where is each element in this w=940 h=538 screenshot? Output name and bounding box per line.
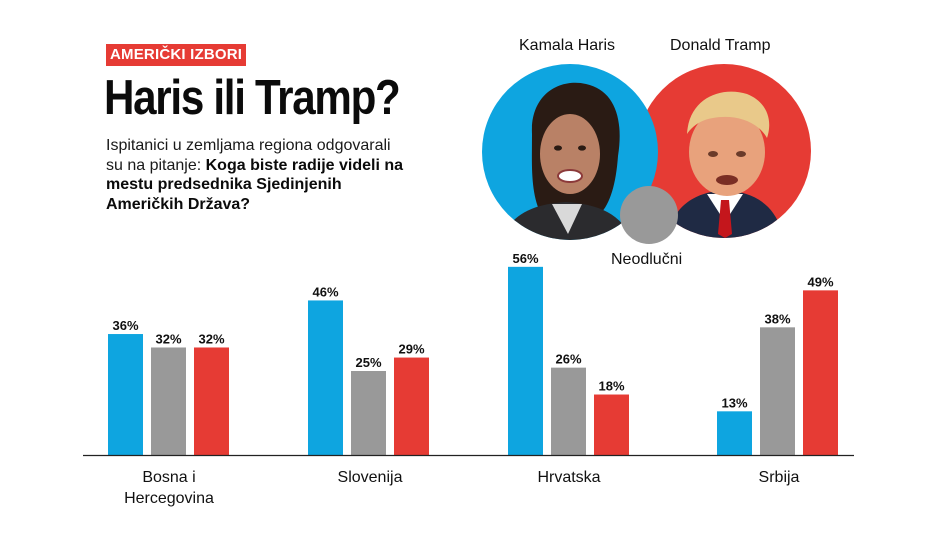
section-tag: AMERIČKI IZBORI <box>106 44 247 66</box>
category-label: Slovenija <box>338 469 403 486</box>
bar-value-label: 18% <box>598 379 624 394</box>
bar-neodlucni-2 <box>551 367 586 455</box>
bar-value-label: 13% <box>721 395 747 410</box>
subtitle-question: Koga biste radije videli na mestu predse… <box>106 156 404 213</box>
bar-value-label: 56% <box>512 251 538 266</box>
bar-value-label: 46% <box>312 284 338 299</box>
legend-label-haris: Kamala Haris <box>519 37 616 54</box>
haris-portrait <box>482 64 658 240</box>
bar-haris-3 <box>717 411 752 455</box>
haris-portrait-figure <box>502 82 632 240</box>
bar-value-label: 32% <box>155 331 181 346</box>
bar-neodlucni-1 <box>351 371 386 455</box>
page-title: Haris ili Tramp? <box>104 71 401 125</box>
bar-haris-2 <box>508 266 543 455</box>
legend-label-tramp: Donald Tramp <box>670 37 771 54</box>
bar-value-label: 49% <box>807 274 833 289</box>
subtitle: Ispitanici u zemljama regiona odgovarali… <box>106 136 406 214</box>
category-label: Hercegovina <box>124 490 214 507</box>
bar-neodlucni-0 <box>151 347 186 455</box>
tramp-portrait-figure <box>667 91 783 238</box>
bar-haris-1 <box>308 300 343 455</box>
legend-label-neodlucni: Neodlučni <box>611 251 683 268</box>
bar-value-label: 29% <box>398 342 424 357</box>
bar-value-label: 25% <box>355 355 381 370</box>
category-label: Bosna i <box>142 469 195 486</box>
bar-tramp-1 <box>394 357 429 455</box>
bar-value-label: 26% <box>555 352 581 367</box>
bar-tramp-0 <box>194 347 229 455</box>
category-label: Srbija <box>759 469 800 486</box>
bar-neodlucni-3 <box>760 327 795 455</box>
bar-value-label: 32% <box>198 331 224 346</box>
bar-value-label: 38% <box>764 311 790 326</box>
bar-haris-0 <box>108 334 143 455</box>
neodlucni-circle <box>620 186 678 244</box>
bar-tramp-2 <box>594 394 629 455</box>
bar-value-label: 36% <box>112 318 138 333</box>
subtitle-plain: Ispitanici u zemljama regiona odgovarali… <box>106 137 391 174</box>
bar-tramp-3 <box>803 290 838 455</box>
category-label: Hrvatska <box>537 469 600 486</box>
